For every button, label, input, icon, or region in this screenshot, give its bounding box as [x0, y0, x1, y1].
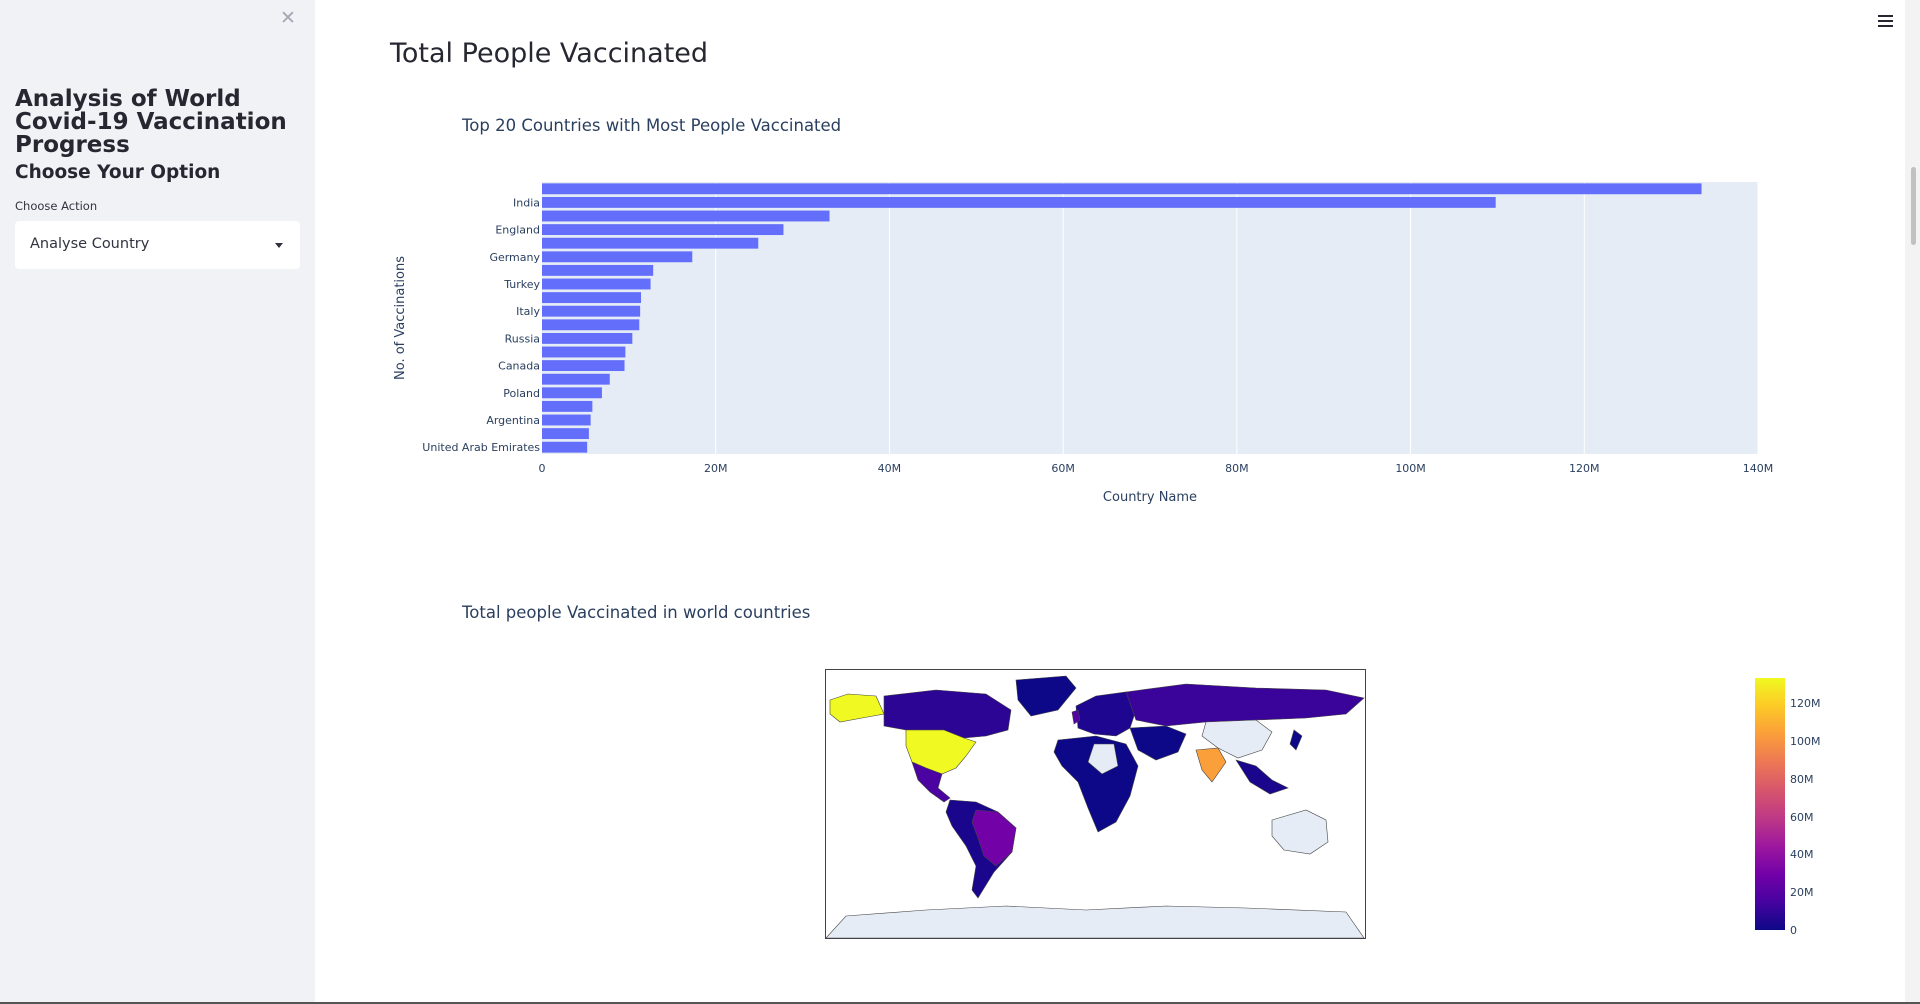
x-tick-label: 60M [1051, 462, 1075, 475]
select-label: Choose Action [15, 199, 98, 213]
page-title: Total People Vaccinated [390, 38, 709, 69]
y-tick-label: Poland [503, 387, 540, 400]
bar-row-13[interactable] [542, 346, 626, 358]
bar-row-15[interactable] [542, 373, 610, 385]
map-region-central-asia [1129, 725, 1187, 761]
colorbar-tick-label: 60M [1790, 810, 1814, 824]
bar-row-17[interactable] [542, 400, 593, 412]
scrollbar-track[interactable] [1905, 0, 1920, 1004]
bar-italy[interactable] [542, 305, 641, 317]
y-tick-label: England [495, 224, 540, 237]
y-tick-label: Italy [516, 305, 540, 318]
map-title: Total people Vaccinated in world countri… [462, 603, 811, 622]
map-region-india [1195, 747, 1227, 783]
map-region-se-asia [1235, 759, 1289, 795]
map-region-alaska [829, 693, 885, 723]
bar-row-9[interactable] [542, 292, 642, 304]
x-tick-label: 100M [1395, 462, 1426, 475]
caret-down-icon [275, 243, 283, 248]
bar-turkey[interactable] [542, 278, 651, 290]
map-region-antarctica [826, 905, 1365, 938]
map-region-canada [883, 689, 1012, 739]
y-tick-label: United Arab Emirates [422, 441, 540, 454]
bar-chart[interactable]: 0 20M 40M 60M 80M 100M 120M 140M India England Ger… [390, 165, 1790, 509]
scrollbar-thumb[interactable] [1911, 167, 1916, 245]
colorbar-tick-label: 100M [1790, 735, 1821, 749]
bar-row-3[interactable] [542, 210, 830, 222]
map-region-brazil [971, 809, 1017, 867]
y-tick-label: Russia [505, 332, 540, 345]
y-axis-label: No. of Vaccinations [393, 256, 408, 380]
window-bottom-border [0, 1002, 1920, 1004]
map-region-australia [1271, 809, 1329, 855]
y-tick-label: Argentina [486, 414, 540, 427]
plot-background [542, 182, 1758, 454]
colorbar-tick-label: 120M [1790, 697, 1821, 711]
x-axis-label: Country Name [1103, 490, 1197, 505]
map-region-uk [1071, 709, 1081, 725]
colorbar-ticks: 0 20M 40M 60M 80M 100M 120M [1790, 675, 1860, 940]
y-tick-label: Germany [489, 251, 540, 264]
map-region-mexico [911, 761, 951, 803]
map-region-africa-nodata [1087, 743, 1119, 775]
map-region-china [1201, 719, 1273, 759]
x-tick-label: 20M [704, 462, 728, 475]
close-icon[interactable]: ✕ [280, 7, 296, 29]
map-region-greenland [1015, 675, 1077, 717]
bar-poland[interactable] [542, 387, 602, 399]
y-tick-label: Turkey [503, 278, 540, 291]
bar-argentina[interactable] [542, 414, 591, 426]
map-region-europe [1075, 691, 1137, 737]
map-region-russia [1125, 683, 1365, 727]
bar-row-11[interactable] [542, 319, 640, 331]
select-value: Analyse Country [30, 236, 150, 252]
action-select[interactable]: Analyse Country [15, 221, 300, 269]
bar-india[interactable] [542, 196, 1496, 208]
hamburger-menu-icon[interactable] [1878, 14, 1894, 28]
colorbar-tick-label: 0 [1790, 924, 1797, 937]
colorbar-tick-label: 20M [1790, 886, 1814, 900]
sidebar-subtitle: Choose Your Option [15, 162, 221, 183]
bar-row-7[interactable] [542, 264, 654, 276]
x-tick-label: 0 [539, 462, 546, 475]
x-tick-label: 40M [878, 462, 902, 475]
bar-germany[interactable] [542, 251, 693, 263]
x-tick-label: 80M [1225, 462, 1249, 475]
colorbar-tick-label: 40M [1790, 848, 1814, 862]
bar-row-19[interactable] [542, 428, 589, 440]
world-choropleth-map[interactable] [825, 669, 1366, 939]
bar-chart-title: Top 20 Countries with Most People Vaccin… [462, 116, 842, 135]
x-tick-label: 140M [1743, 462, 1774, 475]
colorbar-tick-label: 80M [1790, 772, 1814, 786]
map-region-japan [1289, 729, 1303, 751]
sidebar-title: Analysis of World Covid-19 Vaccination P… [15, 86, 287, 158]
map-colorbar [1755, 678, 1785, 930]
bar-united-arab-emirates[interactable] [542, 441, 588, 453]
bar-canada[interactable] [542, 360, 625, 372]
bar-row-1[interactable] [542, 183, 1702, 195]
sidebar: ✕ Analysis of World Covid-19 Vaccination… [0, 0, 315, 1004]
bar-russia[interactable] [542, 332, 633, 344]
y-tick-label: Canada [498, 360, 540, 373]
x-tick-label: 120M [1569, 462, 1600, 475]
bar-england[interactable] [542, 224, 784, 236]
map-region-usa [905, 729, 977, 775]
bar-row-5[interactable] [542, 237, 759, 249]
y-tick-label: India [513, 196, 540, 209]
